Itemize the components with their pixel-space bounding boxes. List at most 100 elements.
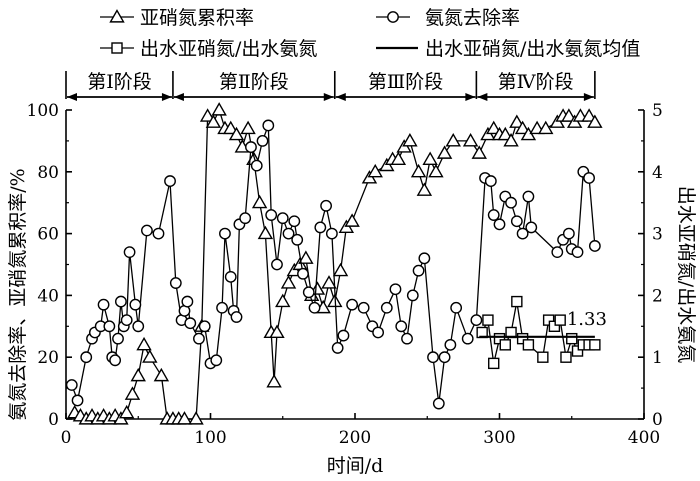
series-ammonia-removal-point (103, 320, 116, 333)
series-nitrite-accumulation-point (199, 108, 216, 122)
series-nitrite-accumulation-point (462, 132, 479, 147)
series-ratio-point (499, 339, 511, 351)
series-nitrite-accumulation-point (332, 262, 349, 277)
legend-item-nitrite-accumulation-swatch-marker (109, 9, 125, 23)
series-ammonia-removal-point (193, 332, 205, 345)
phase-label: 第Ⅰ阶段 (87, 71, 152, 93)
series-nitrite-accumulation-point (367, 163, 383, 178)
series-ammonia-removal-point (262, 119, 275, 132)
series-ammonia-removal-point (152, 227, 165, 240)
series-nitrite-accumulation-point (390, 151, 407, 166)
series-ammonia-removal-point (302, 286, 315, 299)
series-ratio-point (511, 295, 523, 308)
y-right-tick-label: 2 (652, 286, 663, 306)
series-ammonia-removal-point (583, 172, 595, 184)
phase-label: 第Ⅱ阶段 (219, 71, 289, 93)
series-ammonia-removal-point (525, 221, 538, 234)
series-ammonia-removal-point (282, 227, 295, 240)
y-left-tick-label: 40 (37, 286, 59, 306)
series-nitrite-accumulation-point (428, 163, 444, 178)
series-nitrite-accumulation-point (205, 114, 222, 128)
y-right-tick-label: 0 (652, 410, 663, 430)
series-ammonia-removal-point (571, 246, 584, 259)
series-nitrite-accumulation-point (344, 213, 360, 227)
series-ammonia-removal-point (288, 215, 301, 228)
phase-label-bg (497, 70, 574, 92)
series-ammonia-removal-point (65, 379, 78, 391)
series-ammonia-removal-point (510, 215, 523, 228)
series-nitrite-accumulation-point (445, 132, 461, 147)
x-tick-label: 200 (339, 428, 371, 448)
x-tick-label: 0 (61, 428, 72, 448)
series-ammonia-removal-point (372, 326, 385, 339)
series-nitrite-accumulation-point (497, 126, 513, 141)
series-nitrite-accumulation-point (240, 120, 256, 135)
legend-item-ratio-mean-label: 出水亚硝氮/出水氨氮均值 (425, 38, 640, 60)
series-nitrite-accumulation-point (269, 324, 285, 339)
series-nitrite-accumulation-point (257, 225, 274, 240)
series-ratio-point (566, 332, 578, 345)
series-nitrite-accumulation-point (130, 367, 146, 382)
phase-label-bg (367, 70, 444, 92)
series-nitrite-accumulation-point (251, 194, 268, 209)
series-ratio (476, 295, 601, 370)
ratio-mean-label: 1.33 (567, 309, 607, 330)
series-ammonia-removal-point (551, 246, 564, 259)
phase-arrowhead (67, 93, 77, 101)
series-nitrite-accumulation-point (538, 120, 554, 135)
series-nitrite-accumulation-point (275, 293, 291, 308)
series-nitrite-accumulation-point (223, 120, 239, 135)
series-nitrite-accumulation-point (211, 102, 227, 116)
series-nitrite-accumulation-point (228, 126, 245, 141)
series-nitrite-accumulation-point (118, 404, 135, 419)
series-ammonia-removal-point (395, 320, 408, 333)
y-right-tick-label: 3 (652, 225, 663, 245)
series-ratio-point (554, 314, 566, 326)
series-nitrite-accumulation-point (136, 336, 152, 351)
series-ammonia-removal-point (265, 209, 278, 221)
legend-item-nitrite-accumulation-label: 亚硝氮累积率 (140, 7, 254, 29)
axes: 0 100 200 300 400020406080100012345时间/d氨氮去除率… (7, 101, 697, 477)
phase-arrowhead (173, 93, 184, 101)
series-ammonia-removal-point (129, 298, 142, 311)
series-ammonia-removal-point (331, 342, 344, 354)
series-ammonia-removal-point (239, 212, 252, 225)
series-ammonia-removal-point (444, 338, 457, 351)
series-nitrite-accumulation-point (280, 275, 297, 289)
series-nitrite-accumulation-point (416, 182, 433, 196)
phase-bar: 第Ⅰ阶段 第Ⅱ阶段 第Ⅲ阶段 第Ⅳ阶段 (65, 70, 596, 101)
series-ratio-point (537, 351, 549, 363)
series-ammonia-removal-point (562, 227, 575, 240)
series-ammonia-removal-point (487, 209, 500, 221)
series-ammonia-removal-point (320, 199, 332, 212)
series-ammonia-removal-point (357, 301, 370, 314)
series-ammonia-removal-point (120, 314, 133, 327)
series-ammonia-removal-point (123, 246, 136, 259)
series-ammonia-removal-point (406, 289, 419, 302)
series-ammonia-removal-point (470, 314, 483, 327)
series-nitrite-accumulation-point (124, 386, 141, 400)
series-ammonia-removal-point (216, 301, 228, 314)
series-nitrite-accumulation-point (298, 250, 314, 264)
series-ammonia-removal-point (250, 159, 263, 172)
legend-item-ratio-label: 出水亚硝氮/出水氨氮 (140, 38, 317, 60)
series-ammonia-removal-point (109, 354, 122, 367)
series-ammonia-removal-point (401, 332, 413, 345)
series-ammonia-removal-point (427, 351, 439, 364)
phase-arrowhead (583, 93, 594, 101)
series-ammonia-removal-point (337, 329, 350, 342)
series-nitrite-accumulation-point (503, 132, 519, 147)
phase-arrowhead (161, 93, 172, 101)
series-ammonia-removal-point (297, 267, 309, 280)
series-ammonia-removal-point (389, 283, 402, 296)
series-nitrite-accumulation-point (402, 132, 418, 147)
series-ratio-point (482, 314, 494, 326)
series-ammonia-removal-point (115, 295, 127, 308)
series-ammonia-removal-point (184, 317, 197, 330)
series-ammonia-removal-point (198, 320, 211, 333)
series-ratio-point (488, 357, 500, 370)
series-nitrite-accumulation-point (321, 275, 337, 289)
series-ammonia-removal-point (112, 332, 124, 345)
